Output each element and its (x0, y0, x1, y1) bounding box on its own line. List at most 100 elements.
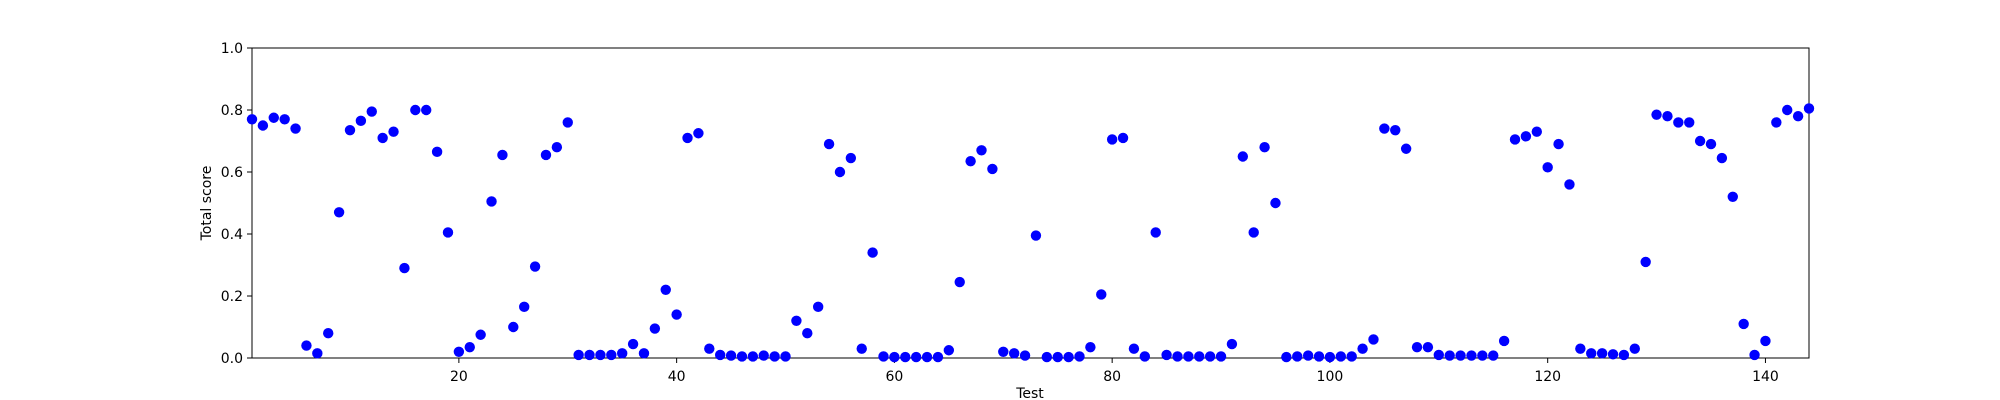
data-point (323, 328, 334, 339)
data-point (1792, 111, 1804, 122)
data-point (1477, 350, 1488, 361)
data-point (1782, 104, 1793, 116)
data-point (1237, 151, 1249, 162)
data-point (540, 149, 552, 161)
data-point (1607, 349, 1619, 360)
data-point (823, 138, 835, 150)
data-point (388, 126, 399, 137)
data-point (954, 276, 965, 288)
data-point (1085, 341, 1096, 353)
data-point (606, 349, 617, 361)
data-point (333, 207, 345, 218)
data-point (1172, 351, 1183, 362)
data-point (1629, 343, 1640, 354)
data-point (1019, 350, 1031, 361)
data-point (1368, 334, 1379, 345)
data-point (1596, 348, 1608, 359)
data-point (616, 348, 628, 359)
data-point (1651, 109, 1662, 120)
data-point (1705, 138, 1717, 150)
data-point (1684, 117, 1695, 128)
data-point (1694, 135, 1706, 147)
data-point (246, 114, 258, 125)
data-point (1117, 132, 1129, 144)
data-point (1259, 142, 1270, 153)
x-tick-label: 20 (450, 369, 468, 385)
y-tick-label: 0.8 (221, 103, 243, 119)
data-point (1466, 350, 1477, 361)
data-point (475, 329, 486, 340)
data-point (943, 345, 955, 356)
data-point (1313, 351, 1325, 362)
data-point (714, 349, 726, 361)
data-point (704, 343, 715, 354)
data-point (900, 351, 911, 363)
data-point (1106, 134, 1118, 145)
data-point (1400, 143, 1412, 154)
data-point (344, 124, 356, 136)
data-point (551, 142, 563, 153)
data-point (399, 262, 410, 274)
data-point (431, 146, 443, 158)
data-point (464, 341, 475, 353)
data-point (1128, 343, 1140, 354)
data-point (1183, 351, 1194, 362)
data-point (1292, 351, 1303, 362)
data-point (845, 152, 857, 164)
data-point (1215, 351, 1227, 362)
data-point (497, 149, 508, 161)
data-point (519, 301, 530, 313)
data-point (1716, 152, 1728, 164)
data-point (1041, 351, 1053, 363)
data-point (573, 349, 584, 361)
data-point (1030, 230, 1042, 241)
data-point (660, 284, 671, 295)
data-point (1226, 338, 1238, 350)
data-point (1281, 351, 1292, 363)
data-point (1640, 256, 1651, 268)
data-point (1390, 124, 1401, 136)
data-point (1324, 351, 1336, 363)
data-point (1433, 349, 1445, 361)
data-point (1618, 349, 1630, 361)
data-point (998, 346, 1009, 357)
y-axis-label: Total score (199, 166, 215, 242)
data-point (486, 196, 497, 207)
data-point (910, 351, 922, 363)
y-tick-label: 0.6 (221, 165, 243, 181)
data-point (1204, 351, 1216, 362)
data-point (627, 338, 639, 350)
data-point (834, 166, 846, 178)
data-point (584, 349, 595, 361)
x-tick-label: 140 (1752, 369, 1779, 385)
data-point (1063, 351, 1074, 363)
data-point (1411, 341, 1423, 353)
data-point (921, 351, 933, 363)
data-point (1074, 351, 1085, 362)
data-point (355, 115, 367, 127)
data-point (747, 351, 759, 362)
x-tick-label: 40 (668, 369, 686, 385)
data-point (1727, 191, 1738, 202)
data-point (1161, 349, 1172, 361)
data-point (976, 145, 987, 156)
data-point (1335, 351, 1347, 362)
data-point (562, 117, 573, 128)
data-point (290, 123, 301, 134)
data-point (366, 106, 377, 117)
data-point (1248, 227, 1259, 238)
data-point (301, 340, 312, 351)
data-point (812, 301, 824, 313)
data-point (1553, 138, 1564, 150)
data-point (1673, 117, 1684, 128)
x-tick-label: 100 (1317, 369, 1344, 385)
data-point (649, 323, 661, 334)
data-point (725, 350, 737, 361)
y-tick-label: 0.4 (221, 227, 243, 243)
data-point (1564, 179, 1575, 190)
data-point (791, 315, 802, 326)
x-axis: 20 40 60 80 100 120 140 (450, 358, 1779, 385)
data-point (1803, 103, 1815, 114)
data-point (1422, 341, 1434, 353)
data-point (1270, 197, 1281, 209)
